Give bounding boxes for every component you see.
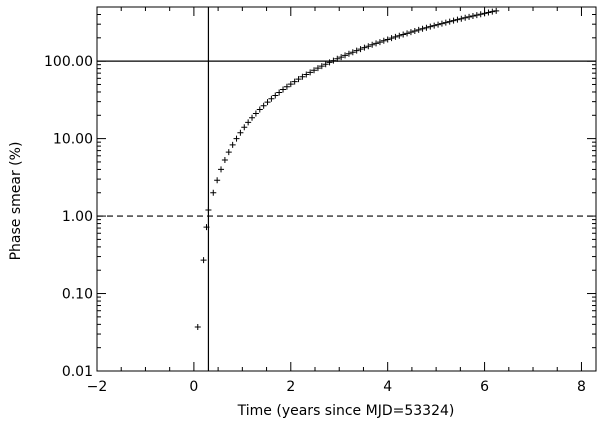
data-point <box>435 21 442 28</box>
data-point <box>268 95 275 102</box>
data-point <box>473 12 480 19</box>
data-point <box>210 189 217 196</box>
data-point <box>376 39 383 46</box>
data-point <box>427 23 434 30</box>
data-point <box>272 92 279 99</box>
data-point <box>291 78 298 85</box>
data-point <box>431 22 438 29</box>
data-point <box>361 44 368 51</box>
data-point <box>404 30 411 37</box>
data-point <box>330 57 337 64</box>
data-point <box>493 7 500 14</box>
data-point <box>203 224 210 231</box>
data-point <box>485 9 492 16</box>
data-point <box>221 156 228 163</box>
data-point <box>249 114 256 121</box>
x-axis-title: Time (years since MJD=53324) <box>237 403 455 419</box>
data-point <box>264 99 271 106</box>
y-axis-title: Phase smear (%) <box>8 142 24 261</box>
data-point <box>400 31 407 38</box>
data-point <box>311 67 318 74</box>
data-point <box>241 124 248 131</box>
data-point <box>438 20 445 27</box>
data-point <box>450 17 457 24</box>
data-point <box>373 40 380 47</box>
data-point <box>214 177 221 184</box>
data-point <box>477 11 484 18</box>
data-point <box>446 18 453 25</box>
data-point <box>287 81 294 88</box>
x-tick-label: 6 <box>480 379 489 395</box>
data-point <box>205 206 212 213</box>
data-points <box>194 7 500 330</box>
y-tick-label: 0.01 <box>62 364 93 380</box>
data-point <box>252 110 259 117</box>
data-point <box>489 8 496 15</box>
data-point <box>353 47 360 54</box>
data-point <box>458 15 465 22</box>
data-point <box>307 69 314 76</box>
data-point <box>345 50 352 57</box>
data-point <box>411 28 418 35</box>
data-point <box>322 61 329 68</box>
y-tick-label: 10.00 <box>53 132 93 148</box>
data-point <box>237 129 244 136</box>
data-point <box>229 141 236 148</box>
data-point <box>442 19 449 26</box>
data-point <box>392 33 399 40</box>
x-tick-label: 4 <box>383 379 392 395</box>
x-tick-label: −2 <box>87 379 108 395</box>
data-point <box>194 323 201 330</box>
data-point <box>283 83 290 90</box>
data-point <box>357 46 364 53</box>
x-tick-label: 8 <box>577 379 586 395</box>
data-point <box>365 43 372 50</box>
data-point <box>342 52 349 59</box>
data-point <box>276 89 283 96</box>
data-point <box>218 166 225 173</box>
plot-frame <box>96 6 597 372</box>
data-point <box>303 71 310 78</box>
data-point <box>454 16 461 23</box>
y-tick-label: 0.10 <box>62 287 93 303</box>
data-point <box>280 86 287 93</box>
y-tick-label: 1.00 <box>62 209 93 225</box>
data-point <box>415 26 422 33</box>
x-tick-label: 0 <box>189 379 198 395</box>
data-point <box>407 29 414 36</box>
tick-labels: −2 0 2 4 6 8 0.01 0.10 1.00 10.00 100.00 <box>44 54 586 395</box>
data-point <box>380 37 387 44</box>
data-point <box>462 14 469 21</box>
data-point <box>388 35 395 42</box>
data-point <box>466 13 473 20</box>
data-point <box>423 24 430 31</box>
y-tick-label: 100.00 <box>44 54 93 70</box>
data-point <box>225 149 232 156</box>
x-tick-label: 2 <box>286 379 295 395</box>
data-point <box>233 135 240 142</box>
data-point <box>256 106 263 113</box>
data-point <box>384 36 391 43</box>
data-point <box>326 59 333 66</box>
data-point <box>338 54 345 61</box>
data-point <box>299 73 306 80</box>
data-point <box>419 25 426 32</box>
data-point <box>369 41 376 48</box>
data-point <box>469 12 476 19</box>
data-point <box>245 119 252 126</box>
reference-lines <box>97 7 596 371</box>
data-point <box>334 55 341 62</box>
data-point <box>349 49 356 56</box>
data-point <box>200 257 207 264</box>
data-point <box>260 102 267 109</box>
data-point <box>314 65 321 72</box>
data-point <box>318 63 325 70</box>
data-point <box>295 76 302 83</box>
data-point <box>396 32 403 39</box>
